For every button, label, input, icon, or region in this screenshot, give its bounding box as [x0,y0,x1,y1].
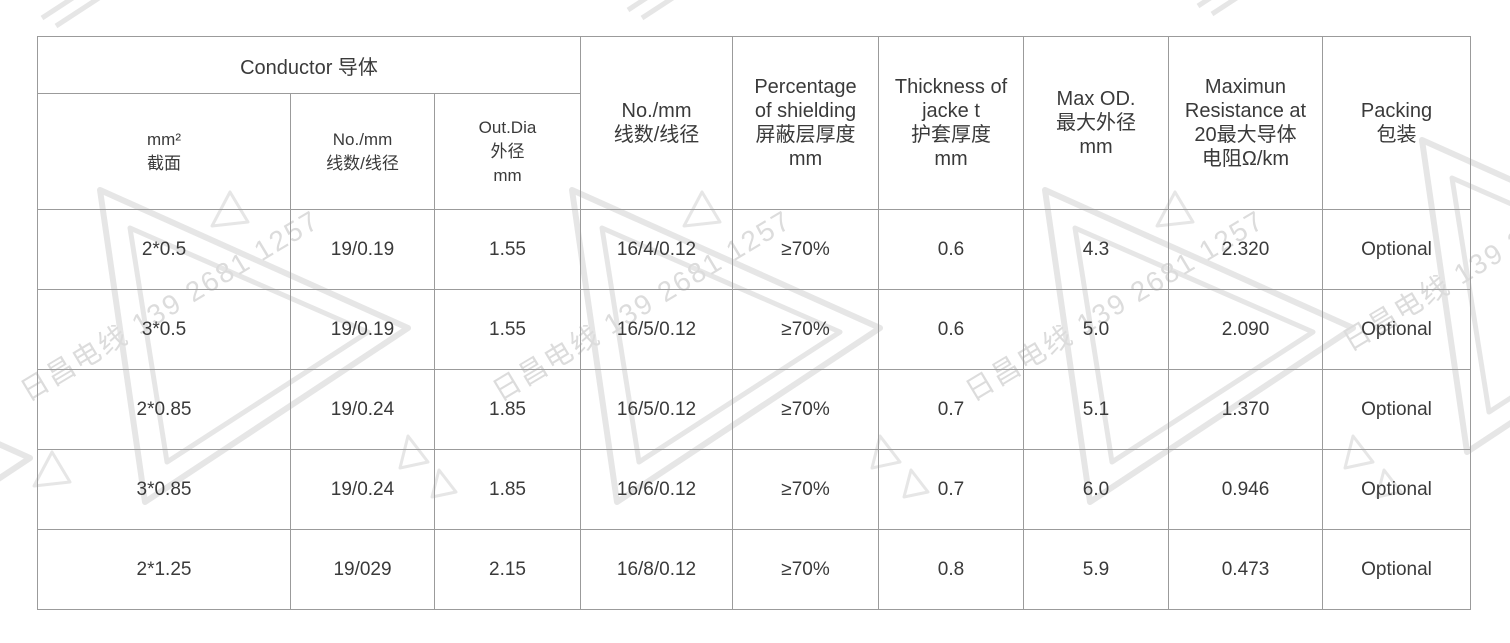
cell: 1.55 [434,209,581,290]
col-header-section: mm² 截面 [37,93,291,210]
cell: 16/5/0.12 [580,289,733,370]
cell: 19/0.19 [290,289,435,370]
table-row: 3*0.85 19/0.24 1.85 16/6/0.12 ≥70% 0.7 6.0 0.94… [37,449,1471,530]
cell: 0.7 [878,449,1024,530]
cell: Optional [1322,529,1471,610]
col-header-strand: No./mm 线数/线径 [580,36,733,210]
table-row: 3*0.5 19/0.19 1.55 16/5/0.12 ≥70% 0.6 5.0 2.090… [37,289,1471,370]
cell: 1.85 [434,369,581,450]
cell: 4.3 [1023,209,1169,290]
cell: ≥70% [732,449,879,530]
cell: 19/0.19 [290,209,435,290]
cell: 5.9 [1023,529,1169,610]
col-header-packing: Packing 包装 [1322,36,1471,210]
cell: Optional [1322,449,1471,530]
header-row-conductor: Conductor 导体 No./mm 线数/线径 Percentage of … [37,36,1471,210]
cell: 16/5/0.12 [580,369,733,450]
cell: 16/8/0.12 [580,529,733,610]
cell: 0.8 [878,529,1024,610]
cell: 19/029 [290,529,435,610]
cell: 19/0.24 [290,369,435,450]
table-row: 2*0.5 19/0.19 1.55 16/4/0.12 ≥70% 0.6 4.3 2.320… [37,209,1471,290]
cell: 0.473 [1168,529,1323,610]
cell: 3*0.5 [37,289,291,370]
table-row: 2*1.25 19/029 2.15 16/8/0.12 ≥70% 0.8 5.9 0.473… [37,529,1471,610]
cell: 2.15 [434,529,581,610]
cell: 5.1 [1023,369,1169,450]
cell: Optional [1322,209,1471,290]
cell: 1.85 [434,449,581,530]
table-row: 2*0.85 19/0.24 1.85 16/5/0.12 ≥70% 0.7 5.1 1.37… [37,369,1471,450]
cell: 3*0.85 [37,449,291,530]
cell: 0.6 [878,289,1024,370]
cell: 2*0.85 [37,369,291,450]
cell: 16/6/0.12 [580,449,733,530]
conductor-group-header: Conductor 导体 [37,36,581,94]
cell: 0.7 [878,369,1024,450]
cell: ≥70% [732,209,879,290]
cell: 6.0 [1023,449,1169,530]
cell: ≥70% [732,369,879,450]
cell: 16/4/0.12 [580,209,733,290]
col-header-no-mm: No./mm 线数/线径 [290,93,435,210]
cell: 19/0.24 [290,449,435,530]
spec-table: Conductor 导体 No./mm 线数/线径 Percentage of … [37,36,1471,610]
col-header-shielding: Percentage of shielding 屏蔽层厚度 mm [732,36,879,210]
col-header-out-dia: Out.Dia 外径 mm [434,93,581,210]
col-header-jacket: Thickness of jacke t 护套厚度 mm [878,36,1024,210]
cell: Optional [1322,369,1471,450]
cell: ≥70% [732,289,879,370]
col-header-resistance: Maximun Resistance at 20最大导体 电阻Ω/km [1168,36,1323,210]
cell: 0.946 [1168,449,1323,530]
header-row-sub: mm² 截面 No./mm 线数/线径 Out.Dia 外径 mm [37,93,1471,210]
cell: Optional [1322,289,1471,370]
cell: 5.0 [1023,289,1169,370]
cell: 2*1.25 [37,529,291,610]
cell: 1.370 [1168,369,1323,450]
col-header-max-od: Max OD. 最大外径 mm [1023,36,1169,210]
cell: 1.55 [434,289,581,370]
cell: 2.090 [1168,289,1323,370]
cell: 2*0.5 [37,209,291,290]
cell: 2.320 [1168,209,1323,290]
cell: 0.6 [878,209,1024,290]
cell: ≥70% [732,529,879,610]
